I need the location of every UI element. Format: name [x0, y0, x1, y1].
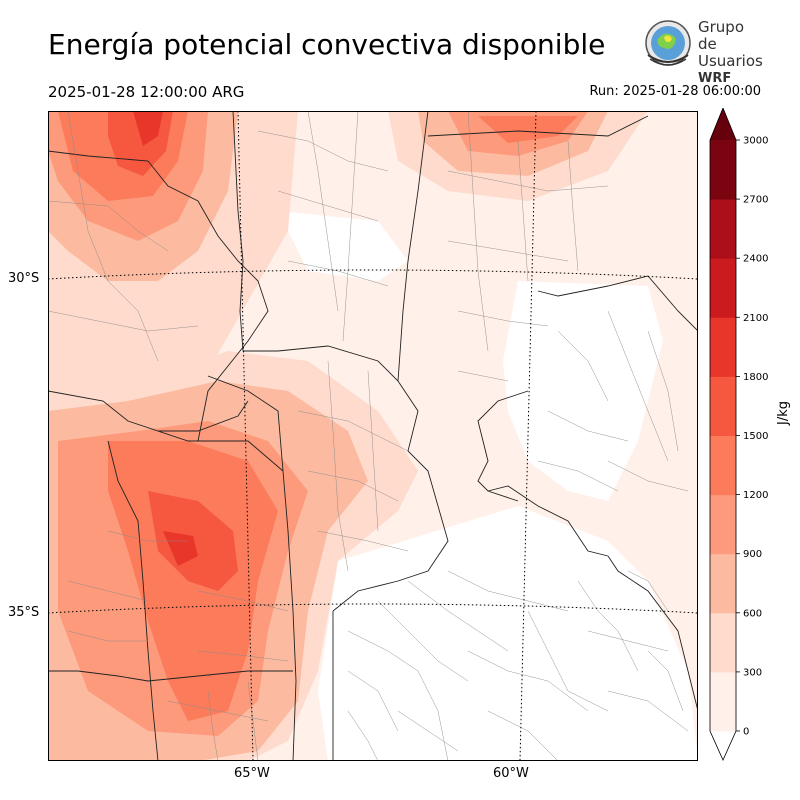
colorbar-segment: [710, 671, 736, 732]
lon-label-65w: 65°W: [234, 766, 270, 781]
cape-1800-band: [133, 111, 163, 146]
colorbar-tick-label: 1800: [743, 372, 768, 383]
cape-map: [48, 111, 698, 761]
department-boundaries: [48, 111, 689, 761]
colorbar-segment: [710, 140, 736, 200]
cape-1800-band-south: [163, 531, 198, 566]
lon-label-60w: 60°W: [493, 766, 529, 781]
colorbar-tick-label: 2100: [743, 313, 768, 324]
colorbar-tick-label: 600: [743, 608, 762, 619]
colorbar-tick-label: 0: [743, 727, 749, 738]
cape-zero-area-northeast: [503, 281, 663, 501]
colorbar-tick-label: 1200: [743, 490, 768, 501]
map-title: Energía potencial convectiva disponible: [48, 28, 606, 61]
cape-1200-band-northeast: [478, 116, 578, 143]
colorbar-segment: [710, 612, 736, 673]
colorbar-tick-label: 3000: [743, 136, 768, 147]
colorbar-segment: [710, 435, 736, 496]
latitude-line-30s: [48, 269, 698, 280]
colorbar-segment: [710, 376, 736, 436]
lat-label-30s: 30°S: [8, 271, 40, 286]
map-frame: [48, 111, 698, 761]
cape-zero-area-north: [278, 211, 408, 281]
colorbar-segment: [710, 258, 736, 318]
colorbar: 0 300 600 900 1200 1500 1800 2100 2400 2700 3000: [709, 108, 768, 761]
colorbar-extend-max: [710, 108, 736, 140]
colorbar-tick-label: 300: [743, 667, 762, 678]
lat-label-35s: 35°S: [8, 605, 40, 620]
colorbar-tick-label: 900: [743, 549, 762, 560]
colorbar-segment: [710, 199, 736, 259]
colorbar-tick-label: 2700: [743, 195, 768, 206]
wrf-logo: Grupo de Usuarios WRF: [640, 17, 763, 86]
latitude-line-35s: [48, 603, 698, 614]
colorbar-extend-min: [710, 731, 736, 760]
province-boundaries: [48, 111, 698, 761]
colorbar-tick-label: 1500: [743, 431, 768, 442]
logo-line-3: WRF: [698, 71, 732, 86]
cape-zero-area-southeast: [318, 506, 698, 761]
colorbar-segment: [710, 494, 736, 555]
valid-time: 2025-01-28 12:00:00 ARG: [48, 83, 245, 101]
colorbar-tick-label: 2400: [743, 254, 768, 265]
colorbar-unit-label: J/kg: [776, 401, 791, 425]
run-time: Run: 2025-01-28 06:00:00: [589, 84, 761, 99]
wrf-logo-globe-icon: [645, 20, 691, 66]
logo-line-1: Grupo de: [698, 18, 744, 53]
colorbar-segment: [710, 317, 736, 377]
logo-line-2: Usuarios: [698, 52, 763, 70]
colorbar-segment: [710, 553, 736, 614]
longitude-line-60w: [519, 111, 537, 761]
longitude-line-65w: [237, 111, 254, 761]
graticule: [48, 111, 698, 761]
